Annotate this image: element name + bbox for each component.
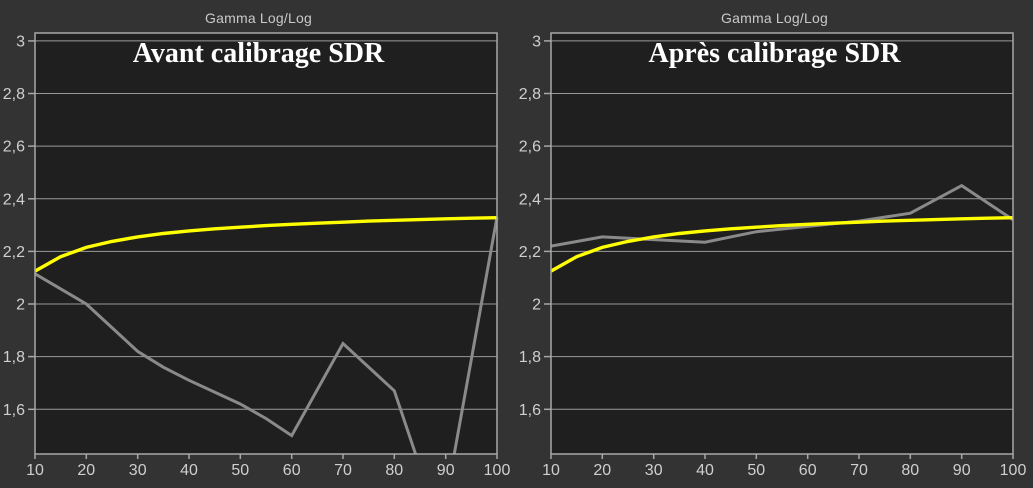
x-tick-label: 40 [180,462,198,479]
gamma-plot-apres: 3 2,8 2,6 2,4 2,2 2 1,8 1,6 10 20 30 40 50 60 70 80 90 10… [519,32,1027,479]
x-tick-label: 60 [799,462,817,479]
y-tick-label: 3 [532,33,541,50]
x-tick-label: 40 [696,462,714,479]
gamma-plot-avant: 3 2,8 2,6 2,4 2,2 2 1,8 1,6 10 20 30 40 50 60 70 80 90 10… [3,32,511,479]
y-tick-label: 1,6 [3,402,25,419]
measured-gamma-curve [34,216,499,454]
x-tick-label: 50 [231,462,249,479]
x-tick-label: 50 [747,462,765,479]
plot-overlay-title: Avant calibrage SDR [132,38,385,69]
chart-apres-calibrage: Gamma Log/Log Après calibrage SDR 3 2,8 2,… [516,0,1033,488]
y-tick-label: 2 [16,297,25,314]
measured-gamma-curve [550,183,1014,248]
plot-area [35,33,497,454]
plot-border [550,32,1014,455]
y-tick-label: 2,2 [519,244,541,261]
x-tick-label: 20 [593,462,611,479]
x-tick-label: 60 [283,462,301,479]
x-tick-label: 10 [542,462,560,479]
x-tick-label: 30 [129,462,147,479]
x-tick-label: 70 [334,462,352,479]
x-tick-label: 100 [1000,462,1027,479]
reference-gamma-curve [34,216,498,273]
y-tick-label: 2,6 [3,139,25,156]
y-tick-label: 2,6 [519,139,541,156]
y-tick-label: 1,8 [3,349,25,366]
x-tick-label: 100 [484,462,511,479]
x-tick-label: 30 [645,462,663,479]
y-tick-label: 2,4 [519,191,541,208]
y-tick-label: 2,8 [3,86,25,103]
x-tick-label: 90 [953,462,971,479]
y-tick-label: 2,4 [3,191,25,208]
plot-border [34,32,498,455]
x-tick-label: 80 [901,462,919,479]
x-tick-label: 70 [850,462,868,479]
y-tick-label: 2 [532,297,541,314]
y-tick-label: 1,8 [519,349,541,366]
y-tick-label: 2,2 [3,244,25,261]
chart-avant-calibrage: Gamma Log/Log Avant calibrage SDR 3 2,8 2,… [3,10,511,479]
plot-area [551,33,1013,454]
plot-overlay-title: Après calibrage SDR [648,38,901,69]
reference-gamma-curve [550,216,1014,273]
x-tick-label: 80 [385,462,403,479]
chart-title: Gamma Log/Log [205,10,312,26]
y-tick-label: 2,8 [519,86,541,103]
x-tick-label: 10 [26,462,44,479]
x-tick-label: 20 [77,462,95,479]
chart-title: Gamma Log/Log [721,10,828,26]
y-tick-label: 1,6 [519,402,541,419]
y-tick-label: 3 [16,33,25,50]
x-tick-label: 90 [437,462,455,479]
